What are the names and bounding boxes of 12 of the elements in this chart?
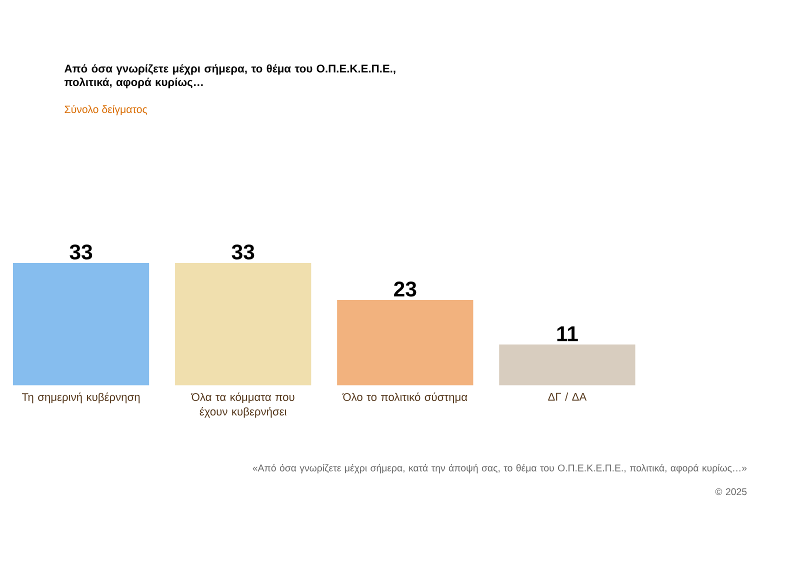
x-tick-label: Όλα τα κόμματα που έχουν κυβερνήσει [190,392,294,418]
text: «Από όσα γνωρίζετε μέχρι σήμερα, κατά την άποψή σας, το θέμα του Ο.Π.Ε.Κ.Ε.Π.Ε., πολιτικά, αφορά κυρίως…» [252,464,747,474]
chart-title: Από όσα γνωρίζετε μέχρι σήμερα, το θέμα του Ο.Π.Ε.Κ.Ε.Π.Ε., πολιτικά, αφορά κυρίως… [64,64,396,88]
chart-subtitle: Σύνολο δείγματος [64,105,148,116]
data-label: 33 [70,244,92,260]
data-label: 11 [557,326,578,342]
x-tick-label: Όλο το πολιτικό σύστημα [342,392,468,404]
data-label: 33 [232,244,254,260]
x-tick-label: ΔΓ / ΔΑ [548,392,587,401]
text: © 2025 [715,488,747,496]
data-label: 23 [394,282,416,297]
x-tick-label: Τη σημερινή κυβέρνηση [22,392,140,404]
